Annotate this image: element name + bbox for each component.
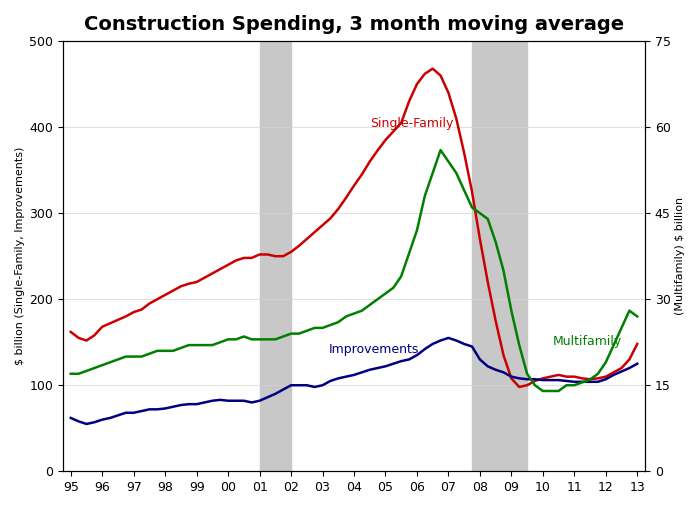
Text: Single-Family: Single-Family bbox=[370, 117, 453, 130]
Bar bbox=[260, 41, 291, 471]
Title: Construction Spending, 3 month moving average: Construction Spending, 3 month moving av… bbox=[84, 15, 624, 34]
Text: Improvements: Improvements bbox=[329, 343, 419, 356]
Bar bbox=[472, 41, 527, 471]
Y-axis label: $ billion (Single-Family, Improvements): $ billion (Single-Family, Improvements) bbox=[15, 147, 25, 365]
Y-axis label: (Multifamily) $ billion: (Multifamily) $ billion bbox=[675, 197, 685, 315]
Text: Multifamily: Multifamily bbox=[552, 335, 622, 348]
